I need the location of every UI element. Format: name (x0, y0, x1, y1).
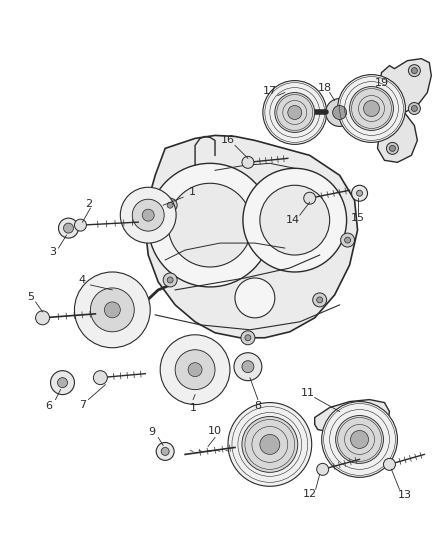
Text: 9: 9 (148, 427, 156, 438)
Circle shape (364, 101, 379, 117)
Circle shape (228, 402, 312, 486)
Circle shape (243, 168, 346, 272)
Circle shape (411, 68, 417, 74)
Circle shape (167, 277, 173, 283)
Circle shape (163, 273, 177, 287)
Circle shape (242, 156, 254, 168)
Text: 1: 1 (190, 402, 197, 413)
Circle shape (163, 198, 177, 212)
Text: 16: 16 (221, 135, 235, 146)
Circle shape (357, 190, 363, 196)
Circle shape (275, 93, 314, 132)
Circle shape (245, 335, 251, 341)
Circle shape (104, 302, 120, 318)
Text: 7: 7 (79, 400, 86, 409)
Circle shape (411, 106, 417, 111)
Circle shape (317, 463, 328, 475)
Text: 10: 10 (208, 426, 222, 437)
Circle shape (132, 199, 164, 231)
Polygon shape (378, 59, 431, 163)
Circle shape (341, 233, 355, 247)
Circle shape (386, 142, 399, 155)
Circle shape (241, 331, 255, 345)
Circle shape (59, 218, 78, 238)
Circle shape (90, 288, 134, 332)
Text: 12: 12 (303, 489, 317, 499)
Text: 15: 15 (350, 213, 364, 223)
Circle shape (350, 431, 368, 448)
Circle shape (352, 185, 367, 201)
Circle shape (304, 192, 316, 204)
Text: 4: 4 (79, 275, 86, 285)
Text: 11: 11 (301, 387, 315, 398)
Text: 1: 1 (189, 187, 196, 197)
Circle shape (160, 335, 230, 405)
Circle shape (234, 353, 262, 381)
Text: 13: 13 (397, 490, 411, 500)
Circle shape (350, 86, 393, 131)
Circle shape (142, 209, 154, 221)
Circle shape (156, 442, 174, 461)
Circle shape (260, 434, 280, 455)
Text: 5: 5 (27, 292, 34, 302)
Circle shape (161, 447, 169, 455)
Circle shape (384, 458, 396, 470)
Circle shape (332, 106, 346, 119)
Circle shape (242, 416, 298, 472)
Circle shape (313, 293, 327, 307)
Circle shape (93, 370, 107, 385)
Circle shape (120, 187, 176, 243)
Circle shape (408, 64, 420, 77)
Circle shape (288, 106, 302, 119)
Circle shape (345, 237, 350, 243)
Circle shape (317, 297, 323, 303)
Polygon shape (314, 400, 389, 434)
Circle shape (74, 219, 86, 231)
Circle shape (338, 75, 406, 142)
Text: 3: 3 (49, 247, 56, 257)
Circle shape (188, 362, 202, 377)
Circle shape (148, 163, 272, 287)
Circle shape (235, 278, 275, 318)
Circle shape (336, 416, 384, 463)
Circle shape (50, 370, 74, 394)
Circle shape (326, 99, 353, 126)
Circle shape (321, 401, 397, 478)
Text: 19: 19 (374, 78, 389, 87)
Circle shape (389, 146, 396, 151)
Text: 6: 6 (45, 401, 52, 410)
Circle shape (35, 311, 49, 325)
Text: 14: 14 (286, 215, 300, 225)
Circle shape (74, 272, 150, 348)
Circle shape (175, 350, 215, 390)
Circle shape (242, 361, 254, 373)
Text: 8: 8 (254, 401, 261, 410)
Circle shape (408, 102, 420, 115)
Circle shape (64, 223, 74, 233)
Circle shape (168, 183, 252, 267)
Polygon shape (145, 135, 357, 338)
Circle shape (263, 80, 327, 144)
Circle shape (167, 202, 173, 208)
Text: 2: 2 (85, 199, 92, 209)
Circle shape (57, 378, 67, 387)
Text: 17: 17 (263, 86, 277, 95)
Circle shape (260, 185, 330, 255)
Text: 18: 18 (318, 83, 332, 93)
